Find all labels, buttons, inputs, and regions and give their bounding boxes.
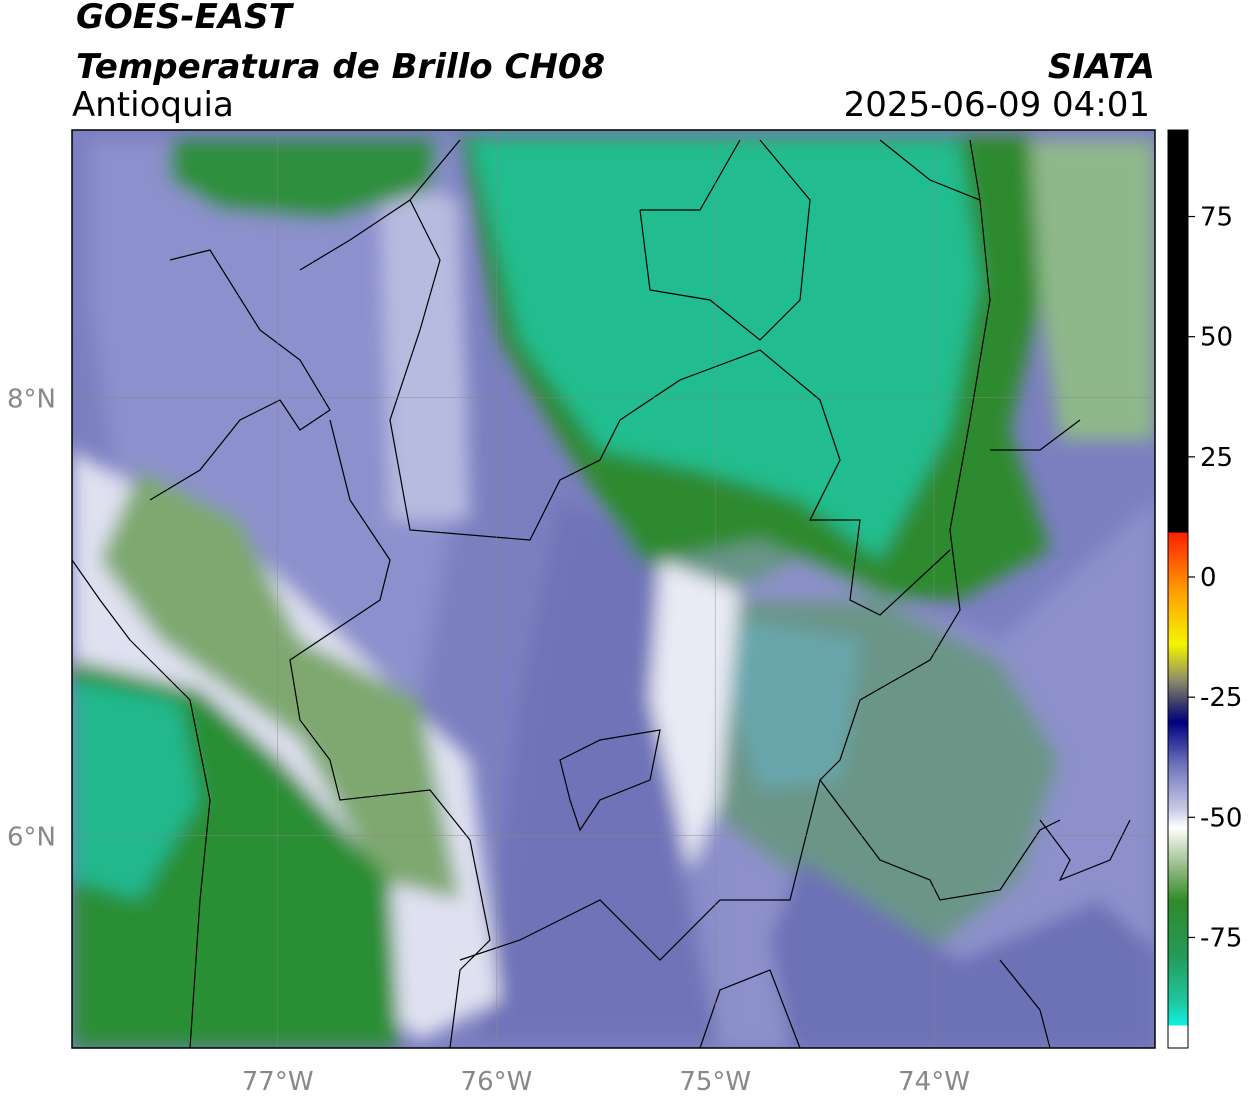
lat-tick-label: 8°N [7,384,56,414]
colorbar-tick-label: -50 [1200,803,1242,833]
datetime: 2025-06-09 04:01 [844,85,1150,125]
map-image [72,130,1155,1048]
region: Antioquia [72,85,234,125]
agency: SIATA [1048,47,1155,87]
colorbar-tick-label: -75 [1200,923,1242,953]
lon-tick-label: 76°W [461,1067,533,1097]
lon-tick-label: 74°W [898,1067,970,1097]
colorbar [1167,129,1189,1049]
colorbar-tick-label: -25 [1200,683,1242,713]
lat-tick-label: 6°N [7,822,56,852]
lon-tick-label: 77°W [242,1067,314,1097]
product: Temperatura de Brillo CH08 [76,47,605,87]
satellite: GOES-EAST [76,0,295,37]
map-frame [71,129,1156,1049]
colorbar-tick-label: 0 [1200,563,1217,593]
graticule [72,130,1155,1048]
lon-tick-label: 75°W [679,1067,751,1097]
colorbar-tick-label: 75 [1200,203,1233,233]
colorbar-tick-label: 25 [1200,443,1233,473]
colorbar-tick-label: 50 [1200,323,1233,353]
